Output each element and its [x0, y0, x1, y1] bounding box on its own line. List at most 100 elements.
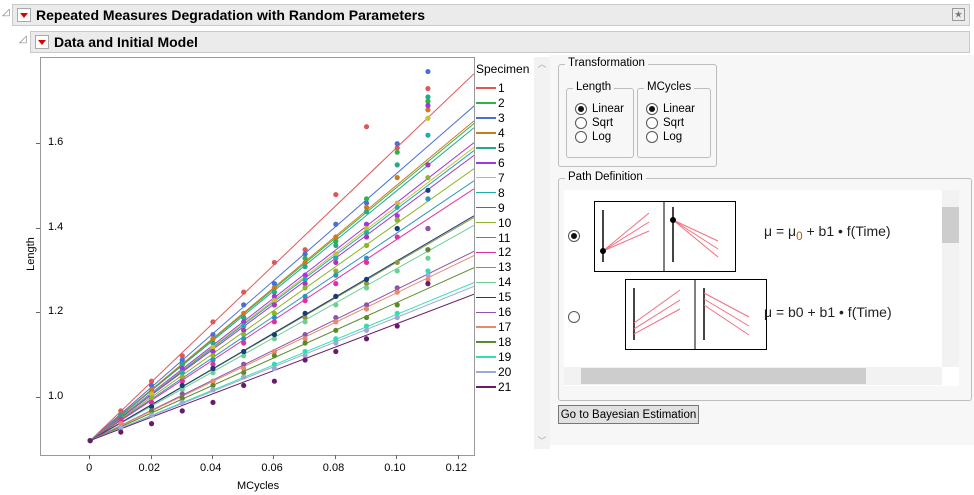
legend-item-specimen-12[interactable]: 12	[476, 245, 511, 259]
x-tick-mark	[150, 455, 152, 459]
mcycles-linear-radio[interactable]: Linear	[646, 102, 695, 116]
data-point-specimen-13	[302, 314, 308, 321]
x-tick-label: 0.04	[199, 462, 222, 474]
path-diagram-common-intercept	[594, 201, 736, 272]
legend-swatch	[476, 132, 496, 134]
radio-icon[interactable]	[646, 103, 658, 115]
legend-swatch	[476, 176, 496, 179]
data-point-specimen-1	[333, 191, 339, 198]
section-title-bar[interactable]: Data and Initial Model	[30, 31, 970, 53]
y-tick-mark	[36, 142, 40, 144]
data-point-specimen-13	[394, 259, 400, 266]
pin-icon[interactable]: ★	[952, 8, 965, 21]
legend-swatch	[476, 221, 496, 224]
legend-item-specimen-15[interactable]: 15	[476, 290, 511, 304]
data-point-specimen-1	[271, 259, 277, 266]
legend-item-specimen-8[interactable]: 8	[476, 186, 505, 200]
legend-item-specimen-9[interactable]: 9	[476, 201, 505, 215]
data-point-specimen-8	[333, 255, 339, 261]
data-point-specimen-5	[333, 242, 339, 249]
mcycles-sqrt-radio[interactable]: Sqrt	[646, 116, 695, 130]
data-point-specimen-20	[179, 399, 185, 406]
data-point-specimen-14	[241, 353, 247, 359]
vertical-scrollbar[interactable]: ︿ ﹀	[534, 57, 550, 449]
fit-line-specimen-9	[89, 154, 475, 441]
legend-item-specimen-3[interactable]: 3	[476, 111, 505, 125]
radio-icon[interactable]	[575, 131, 587, 143]
y-tick-label: 1.0	[48, 390, 64, 403]
legend-item-specimen-4[interactable]: 4	[476, 126, 505, 140]
collapse-outline-icon[interactable]: ◿	[19, 34, 27, 45]
legend-item-specimen-19[interactable]: 19	[476, 350, 511, 364]
scroll-down-icon[interactable]: ﹀	[537, 437, 547, 447]
data-point-specimen-8	[425, 132, 431, 138]
scrollbar-thumb[interactable]	[581, 368, 866, 384]
radio-icon[interactable]	[575, 103, 587, 115]
data-point-specimen-20	[271, 365, 277, 372]
report-title-bar[interactable]: Repeated Measures Degradation with Rando…	[12, 4, 970, 26]
data-point-specimen-4	[333, 234, 339, 240]
legend-item-specimen-5[interactable]: 5	[476, 141, 505, 155]
vertical-scrollbar[interactable]	[942, 190, 959, 367]
scrollbar-thumb[interactable]	[942, 207, 959, 243]
red-triangle-menu-icon[interactable]	[17, 8, 31, 22]
y-tick-label: 1.6	[48, 135, 64, 148]
data-point-specimen-18	[302, 340, 308, 346]
data-point-specimen-9	[271, 302, 277, 308]
legend-item-specimen-10[interactable]: 10	[476, 216, 511, 230]
path-option-1-radio[interactable]	[568, 230, 580, 242]
x-tick-mark	[396, 455, 398, 459]
mcycles-log-radio[interactable]: Log	[646, 130, 695, 144]
data-point-specimen-4	[210, 336, 216, 342]
data-point-specimen-3	[179, 357, 185, 363]
radio-icon[interactable]	[575, 117, 587, 129]
legend-label: 15	[498, 290, 512, 305]
scroll-up-icon[interactable]: ︿	[537, 60, 547, 70]
data-point-specimen-21	[210, 399, 216, 406]
legend-item-specimen-16[interactable]: 16	[476, 305, 511, 319]
path-option-2-radio[interactable]	[568, 311, 580, 323]
legend-item-specimen-18[interactable]: 18	[476, 335, 511, 349]
radio-icon[interactable]	[646, 117, 658, 129]
data-point-specimen-21	[363, 336, 370, 342]
data-point-specimen-1	[148, 378, 155, 384]
data-point-specimen-16	[394, 285, 400, 291]
fit-line-specimen-6	[89, 142, 475, 441]
legend-item-specimen-14[interactable]: 14	[476, 275, 511, 289]
data-point-specimen-2	[333, 238, 339, 244]
horizontal-scrollbar[interactable]	[564, 367, 942, 385]
legend-item-specimen-1[interactable]: 1	[476, 81, 505, 95]
go-to-bayesian-estimation-button[interactable]: Go to Bayesian Estimation	[558, 405, 699, 424]
fit-line-specimen-11	[89, 180, 475, 441]
data-point-specimen-14	[333, 302, 339, 308]
data-point-specimen-3	[394, 141, 400, 147]
data-point-specimen-20	[333, 340, 339, 346]
legend-item-specimen-21[interactable]: 21	[476, 380, 511, 394]
fit-line-specimen-3	[89, 105, 475, 441]
data-point-specimen-10	[148, 395, 155, 401]
radio-icon[interactable]	[646, 131, 658, 143]
legend-item-specimen-2[interactable]: 2	[476, 96, 505, 110]
legend-item-specimen-7[interactable]: 7	[476, 171, 505, 185]
legend-item-specimen-20[interactable]: 20	[476, 365, 511, 379]
data-point-specimen-16	[179, 391, 185, 397]
x-tick-mark	[457, 455, 459, 459]
length-sqrt-radio[interactable]: Sqrt	[575, 116, 624, 130]
data-point-specimen-3	[210, 331, 216, 338]
red-triangle-menu-icon[interactable]	[35, 35, 49, 49]
legend-item-specimen-17[interactable]: 17	[476, 320, 511, 334]
legend-label: 16	[498, 305, 512, 320]
length-linear-radio[interactable]: Linear	[575, 102, 624, 116]
data-point-specimen-7	[210, 344, 216, 350]
legend-item-specimen-6[interactable]: 6	[476, 156, 505, 170]
collapse-outline-icon[interactable]: ◿	[2, 7, 10, 18]
legend-label: 4	[498, 125, 505, 140]
legend-label: 17	[498, 320, 512, 335]
length-log-radio[interactable]: Log	[575, 130, 624, 144]
legend-item-specimen-13[interactable]: 13	[476, 260, 511, 274]
data-point-specimen-3	[148, 382, 155, 389]
data-point-specimen-3	[333, 221, 339, 227]
data-point-specimen-10	[179, 374, 185, 380]
legend-item-specimen-11[interactable]: 11	[476, 231, 510, 245]
legend-swatch	[476, 251, 496, 254]
